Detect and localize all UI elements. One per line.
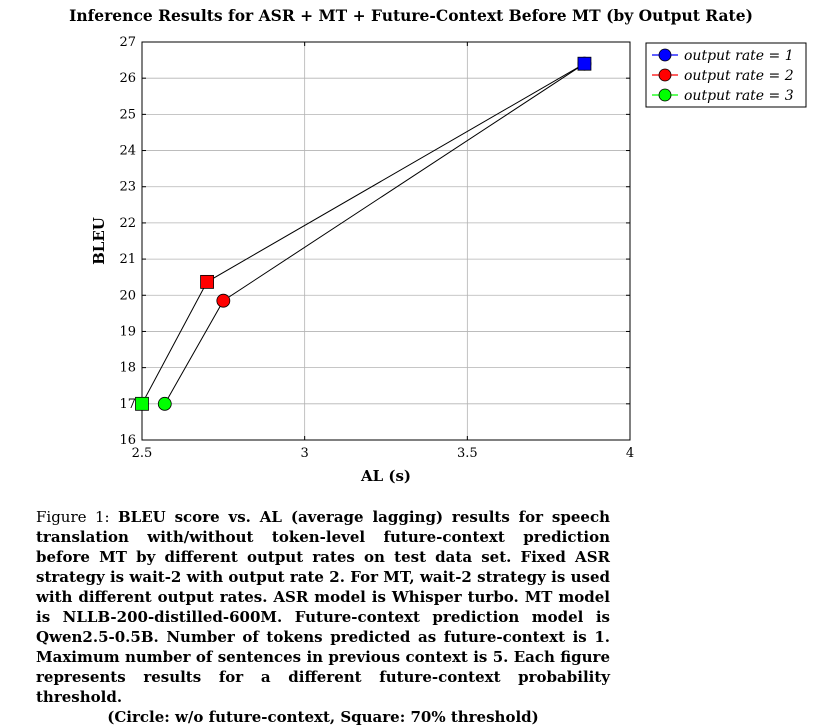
y-tick-label: 23: [119, 180, 136, 195]
legend: output rate = 1 output rate = 2 output rat…: [645, 42, 807, 108]
chart-title: Inference Results for ASR + MT + Future-…: [69, 6, 753, 25]
y-tick-label: 20: [119, 288, 136, 303]
caption-label: Figure 1:: [36, 508, 110, 526]
y-tick-label: 16: [119, 433, 136, 448]
y-tick-label: 26: [119, 71, 136, 86]
y-tick-label: 22: [119, 216, 136, 231]
plot-frame: [141, 41, 631, 441]
caption-body: BLEU score vs. AL (average lagging) resu…: [36, 508, 610, 706]
data-point-rate3-square: [135, 396, 149, 411]
grid-lines: [142, 42, 630, 440]
x-tick-label: 4: [626, 446, 634, 461]
y-tick-label: 17: [119, 397, 136, 412]
data-point-rate3-circle: [157, 396, 172, 411]
y-tick-label: 24: [119, 144, 136, 159]
y-tick-label: 19: [119, 324, 136, 339]
data-point-rate1-square: [577, 56, 592, 71]
data-markers: [135, 56, 592, 411]
y-tick-label: 25: [119, 107, 136, 122]
y-axis-label: BLEU: [90, 217, 108, 265]
data-point-rate2-square: [200, 274, 214, 289]
legend-swatch-marker: [658, 68, 672, 82]
legend-entry: output rate = 3: [684, 88, 794, 104]
legend-entry: output rate = 1: [684, 48, 794, 64]
x-tick-label: 3: [301, 446, 309, 461]
x-tick-label: 3.5: [457, 446, 478, 461]
figure-caption: Figure 1: BLEU score vs. AL (average lag…: [36, 507, 610, 727]
y-tick-label: 27: [119, 35, 136, 50]
x-tick-label: 2.5: [132, 446, 153, 461]
caption-last-line: (Circle: w/o future-context, Square: 70%…: [107, 708, 539, 726]
y-tick-label: 18: [119, 361, 136, 376]
legend-swatch-marker: [658, 88, 672, 102]
y-tick-label: 21: [119, 252, 136, 267]
x-axis-label: AL (s): [360, 467, 411, 485]
legend-entry: output rate = 2: [684, 68, 794, 84]
legend-swatch-marker: [658, 48, 672, 62]
data-point-rate2-circle: [216, 293, 231, 308]
axis-ticks: 2.5 3 3.5 4 16 17 18 19 20 21 22 23 24 25 26 27: [119, 35, 634, 461]
